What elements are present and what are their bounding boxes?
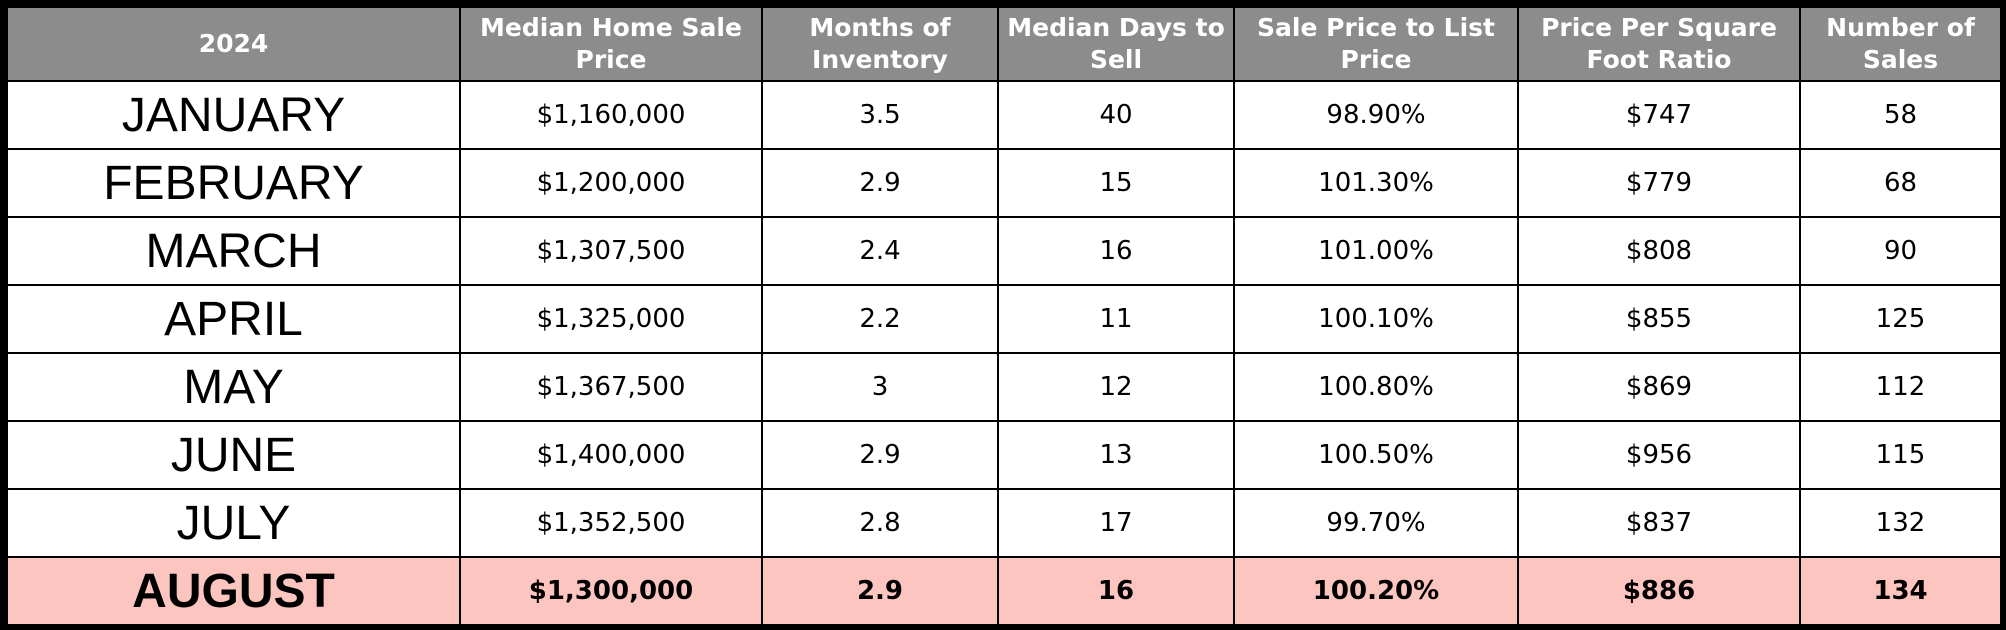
month-cell: MAY: [6, 352, 461, 422]
number-of-sales-cell: 134: [1799, 556, 2002, 626]
table-row: FEBRUARY $1,200,000 2.9 15 101.30% $779 …: [6, 148, 2002, 218]
sale-to-list-cell: 100.80%: [1233, 352, 1519, 422]
month-cell: JANUARY: [6, 80, 461, 150]
sale-to-list-cell: 101.00%: [1233, 216, 1519, 286]
price-per-sqft-cell: $855: [1517, 284, 1801, 354]
median-price-cell: $1,200,000: [459, 148, 763, 218]
table-row: JULY $1,352,500 2.8 17 99.70% $837 132: [6, 488, 2002, 558]
month-cell: AUGUST: [6, 556, 461, 626]
month-cell: APRIL: [6, 284, 461, 354]
months-inventory-cell: 3: [761, 352, 999, 422]
months-inventory-cell: 3.5: [761, 80, 999, 150]
header-row: 2024 Median Home Sale Price Months of In…: [6, 6, 2002, 82]
header-sale-to-list-price: Sale Price to List Price: [1233, 6, 1519, 82]
price-per-sqft-cell: $808: [1517, 216, 1801, 286]
days-to-sell-cell: 40: [997, 80, 1235, 150]
sale-to-list-cell: 100.50%: [1233, 420, 1519, 490]
header-number-of-sales: Number of Sales: [1799, 6, 2002, 82]
sale-to-list-cell: 100.10%: [1233, 284, 1519, 354]
number-of-sales-cell: 68: [1799, 148, 2002, 218]
days-to-sell-cell: 13: [997, 420, 1235, 490]
month-cell: JUNE: [6, 420, 461, 490]
median-price-cell: $1,160,000: [459, 80, 763, 150]
sale-to-list-cell: 100.20%: [1233, 556, 1519, 626]
months-inventory-cell: 2.9: [761, 420, 999, 490]
price-per-sqft-cell: $779: [1517, 148, 1801, 218]
days-to-sell-cell: 17: [997, 488, 1235, 558]
days-to-sell-cell: 11: [997, 284, 1235, 354]
days-to-sell-cell: 16: [997, 216, 1235, 286]
table-row: MAY $1,367,500 3 12 100.80% $869 112: [6, 352, 2002, 422]
median-price-cell: $1,300,000: [459, 556, 763, 626]
header-median-days-to-sell: Median Days to Sell: [997, 6, 1235, 82]
days-to-sell-cell: 15: [997, 148, 1235, 218]
header-median-home-sale-price: Median Home Sale Price: [459, 6, 763, 82]
months-inventory-cell: 2.9: [761, 556, 999, 626]
median-price-cell: $1,325,000: [459, 284, 763, 354]
months-inventory-cell: 2.8: [761, 488, 999, 558]
sale-to-list-cell: 101.30%: [1233, 148, 1519, 218]
table-row: MARCH $1,307,500 2.4 16 101.00% $808 90: [6, 216, 2002, 286]
header-months-of-inventory: Months of Inventory: [761, 6, 999, 82]
number-of-sales-cell: 58: [1799, 80, 2002, 150]
price-per-sqft-cell: $837: [1517, 488, 1801, 558]
table-row: APRIL $1,325,000 2.2 11 100.10% $855 125: [6, 284, 2002, 354]
month-cell: FEBRUARY: [6, 148, 461, 218]
median-price-cell: $1,352,500: [459, 488, 763, 558]
header-year: 2024: [6, 6, 461, 82]
sale-to-list-cell: 98.90%: [1233, 80, 1519, 150]
months-inventory-cell: 2.9: [761, 148, 999, 218]
table-row: JUNE $1,400,000 2.9 13 100.50% $956 115: [6, 420, 2002, 490]
days-to-sell-cell: 12: [997, 352, 1235, 422]
month-cell: MARCH: [6, 216, 461, 286]
month-cell: JULY: [6, 488, 461, 558]
number-of-sales-cell: 90: [1799, 216, 2002, 286]
price-per-sqft-cell: $869: [1517, 352, 1801, 422]
median-price-cell: $1,400,000: [459, 420, 763, 490]
median-price-cell: $1,367,500: [459, 352, 763, 422]
price-per-sqft-cell: $956: [1517, 420, 1801, 490]
market-stats-table: 2024 Median Home Sale Price Months of In…: [6, 6, 2002, 626]
number-of-sales-cell: 115: [1799, 420, 2002, 490]
days-to-sell-cell: 16: [997, 556, 1235, 626]
median-price-cell: $1,307,500: [459, 216, 763, 286]
highlighted-table-row: AUGUST $1,300,000 2.9 16 100.20% $886 13…: [6, 556, 2002, 626]
months-inventory-cell: 2.2: [761, 284, 999, 354]
table-row: JANUARY $1,160,000 3.5 40 98.90% $747 58: [6, 80, 2002, 150]
price-per-sqft-cell: $886: [1517, 556, 1801, 626]
number-of-sales-cell: 125: [1799, 284, 2002, 354]
number-of-sales-cell: 112: [1799, 352, 2002, 422]
sale-to-list-cell: 99.70%: [1233, 488, 1519, 558]
months-inventory-cell: 2.4: [761, 216, 999, 286]
number-of-sales-cell: 132: [1799, 488, 2002, 558]
header-price-per-square-foot: Price Per Square Foot Ratio: [1517, 6, 1801, 82]
price-per-sqft-cell: $747: [1517, 80, 1801, 150]
